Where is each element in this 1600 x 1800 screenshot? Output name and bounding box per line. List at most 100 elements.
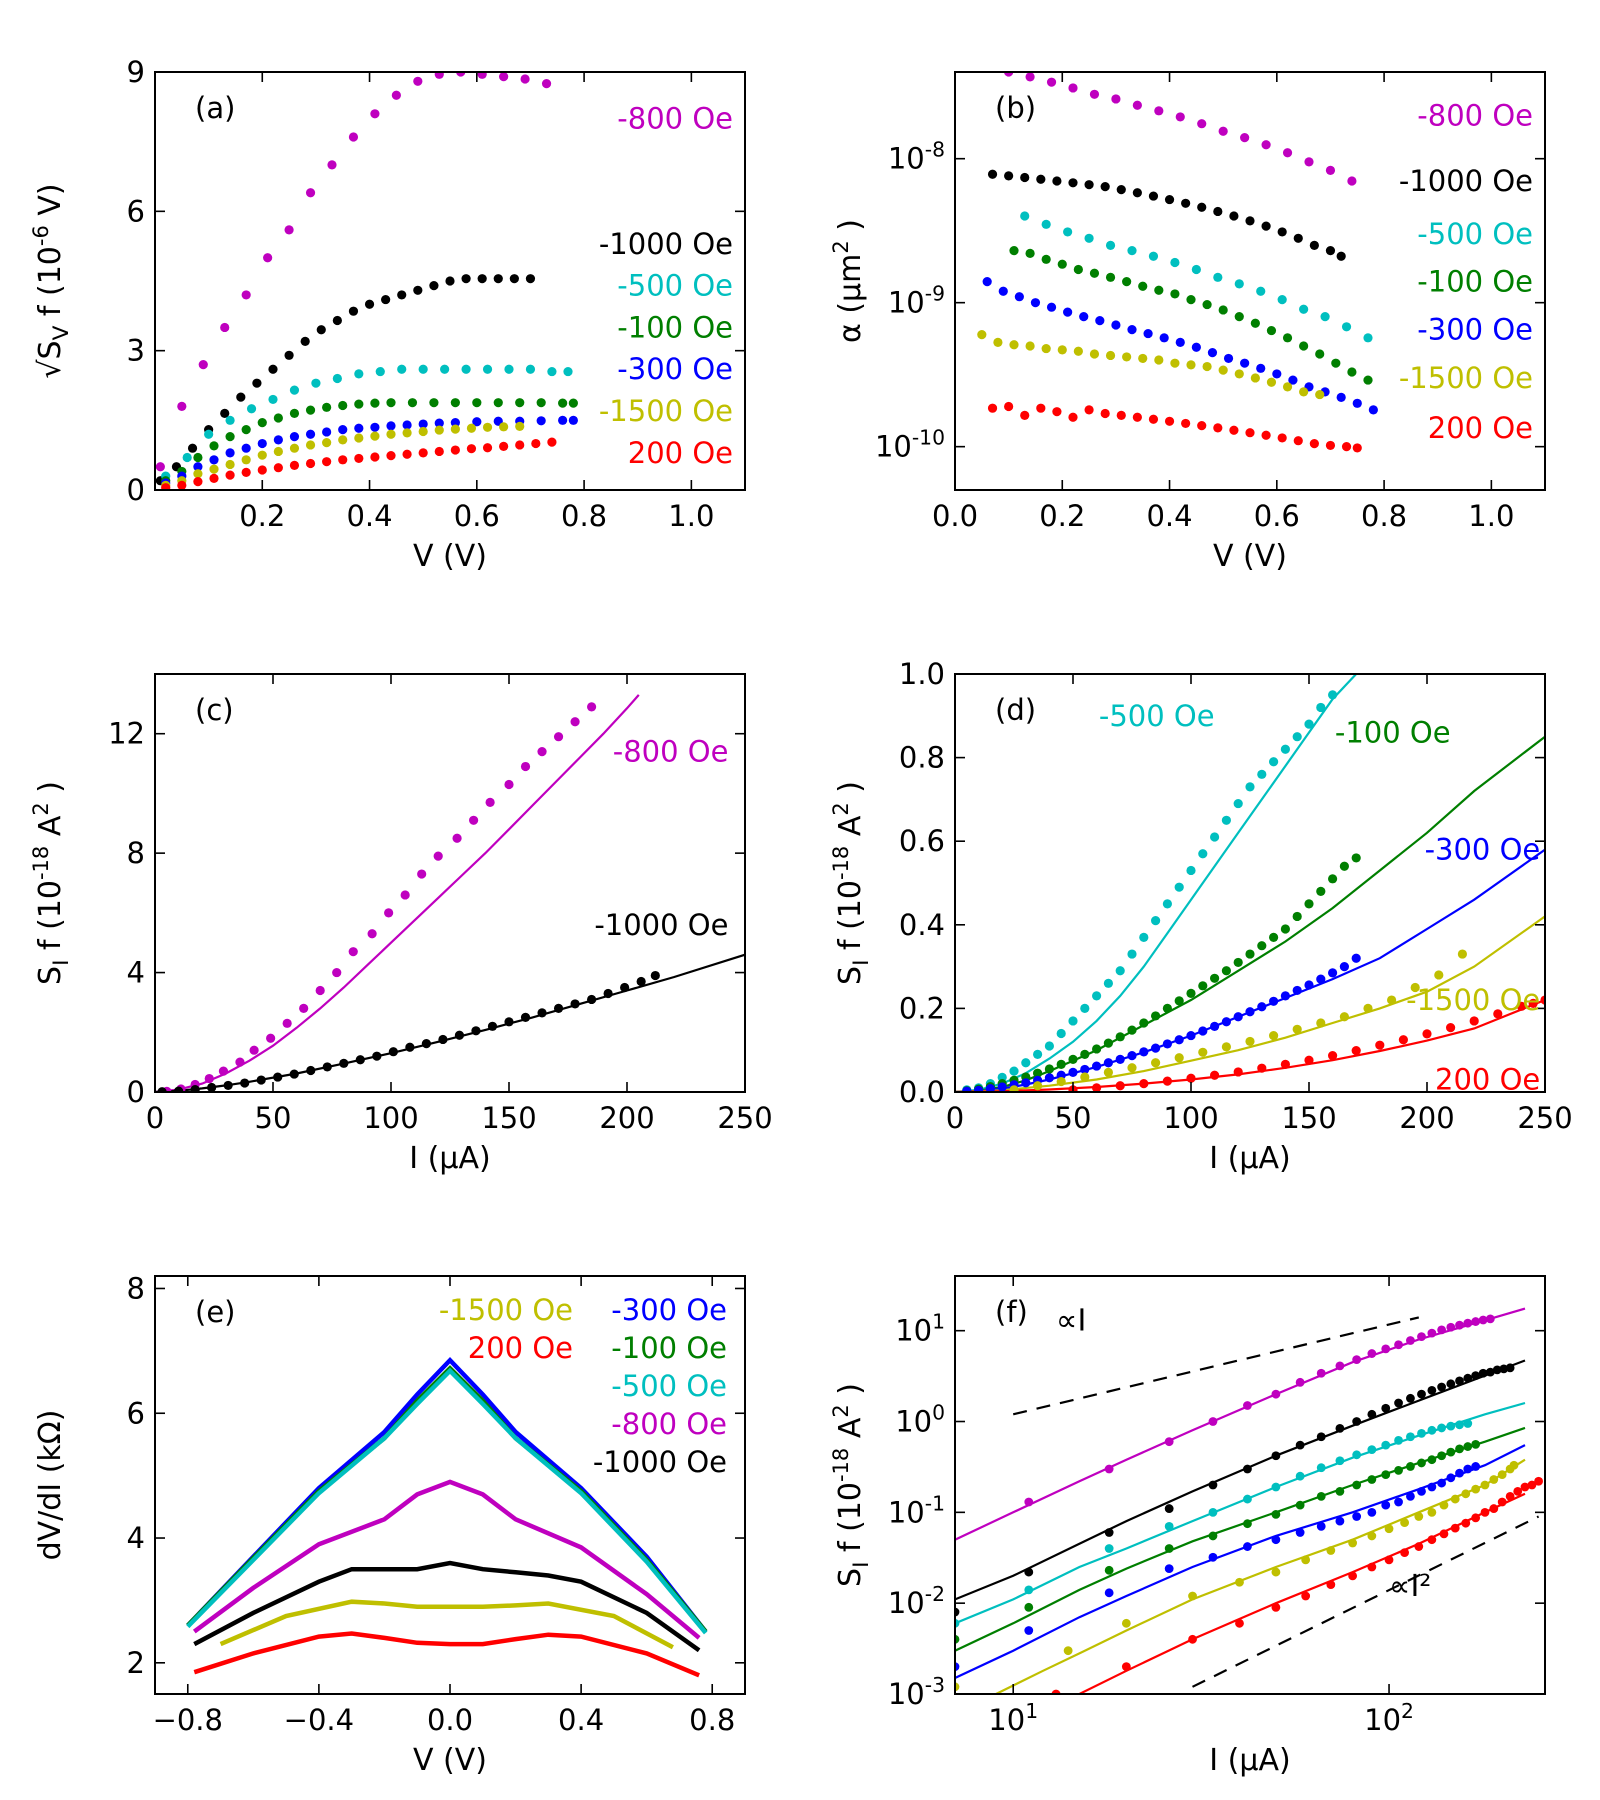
- data-point: [1191, 264, 1201, 275]
- data-point: [1427, 1386, 1437, 1395]
- data-point: [332, 373, 342, 384]
- data-point: [193, 477, 203, 487]
- data-point: [1151, 1043, 1161, 1053]
- data-point: [482, 364, 493, 374]
- data-point: [370, 398, 380, 408]
- data-point: [1188, 1591, 1197, 1601]
- data-point: [450, 418, 460, 428]
- data-point: [1325, 165, 1336, 175]
- data-point: [477, 72, 487, 79]
- x-tick-label: −0.8: [153, 1703, 223, 1737]
- data-point: [499, 441, 509, 451]
- data-point: [1068, 412, 1078, 422]
- data-point: [515, 421, 525, 431]
- data-point: [1208, 1507, 1218, 1517]
- data-point: [209, 464, 219, 474]
- data-point: [493, 398, 503, 408]
- data-point: [355, 1055, 365, 1065]
- data-point: [1009, 340, 1019, 350]
- data-point: [1446, 1421, 1456, 1431]
- data-point: [223, 1080, 233, 1091]
- data-point: [193, 469, 203, 479]
- data-point: [1492, 1365, 1502, 1375]
- x-tick-label: 0: [946, 1101, 964, 1135]
- data-point: [1293, 233, 1303, 243]
- data-point: [1261, 221, 1271, 231]
- data-point: [418, 426, 428, 437]
- data-point: [1282, 382, 1293, 392]
- data-point: [504, 779, 514, 790]
- line-∝I²: [1192, 1515, 1540, 1688]
- data-point: [1315, 349, 1325, 359]
- data-point: [289, 431, 300, 442]
- data-point: [284, 225, 294, 235]
- data-point: [193, 452, 203, 463]
- data-point: [381, 294, 391, 305]
- data-point: [220, 408, 230, 418]
- data-point: [1046, 302, 1057, 312]
- plot-area: [186, 1356, 708, 1678]
- data-point: [1367, 1507, 1377, 1517]
- data-point: [1406, 1336, 1415, 1345]
- data-point: [1417, 1487, 1426, 1496]
- data-point: [1092, 991, 1102, 1001]
- data-point: [1021, 1058, 1031, 1068]
- data-point: [405, 1042, 415, 1052]
- data-point: [450, 398, 460, 408]
- data-point: [1021, 1078, 1031, 1088]
- data-point: [1025, 248, 1035, 258]
- data-point: [1154, 355, 1164, 365]
- data-point: [1122, 352, 1132, 362]
- data-point: [974, 1085, 984, 1092]
- data-point: [311, 378, 321, 388]
- data-point: [1335, 1456, 1345, 1466]
- data-point: [300, 336, 310, 346]
- data-point: [1446, 1379, 1456, 1389]
- data-point: [1336, 392, 1346, 402]
- series--500-Oe: [955, 1419, 1473, 1628]
- data-point: [493, 274, 503, 284]
- data-point: [1068, 178, 1078, 188]
- data-point: [1367, 1475, 1377, 1484]
- y-axis-label: dV/dI (kΩ): [33, 1410, 68, 1561]
- data-point: [1434, 970, 1444, 980]
- data-point: [563, 366, 573, 377]
- data-point: [1024, 1497, 1034, 1507]
- data-point: [1198, 1047, 1208, 1057]
- data-point: [1245, 428, 1255, 438]
- data-point: [1295, 1528, 1305, 1537]
- data-point: [1417, 1458, 1426, 1468]
- y-axis-label: SI f (10-18 A2 ): [29, 781, 74, 985]
- data-point: [1463, 1373, 1473, 1383]
- data-point: [1352, 1480, 1362, 1490]
- data-point: [1164, 1544, 1174, 1553]
- data-point: [1271, 1389, 1281, 1399]
- y-tick-label: 10-1: [888, 1491, 945, 1529]
- data-point: [1197, 119, 1207, 129]
- data-point: [525, 364, 536, 374]
- data-point: [1243, 1542, 1252, 1551]
- data-point: [1299, 304, 1309, 314]
- data-point: [1139, 1079, 1149, 1089]
- y-tick-label: 6: [127, 1396, 145, 1430]
- data-point: [1348, 1571, 1358, 1581]
- series--100-Oe: [161, 398, 578, 486]
- series-label: -300 Oe: [617, 352, 733, 386]
- data-point: [1301, 1555, 1311, 1565]
- data-point: [1261, 140, 1271, 150]
- data-point: [1210, 1070, 1220, 1080]
- x-axis-label: I (μA): [1209, 1141, 1290, 1176]
- data-point: [289, 408, 300, 418]
- axes-frame: [154, 71, 746, 491]
- data-point: [504, 364, 514, 374]
- data-point: [955, 1682, 960, 1692]
- plot-area: [977, 72, 1378, 453]
- data-point: [553, 732, 564, 742]
- series--800-Oe: [1024, 1314, 1495, 1507]
- y-tick-label: 2: [127, 1646, 145, 1680]
- data-point: [1381, 1500, 1391, 1510]
- line--1000-Oe: [193, 1560, 701, 1653]
- data-point: [1301, 1591, 1311, 1601]
- data-point: [220, 322, 230, 333]
